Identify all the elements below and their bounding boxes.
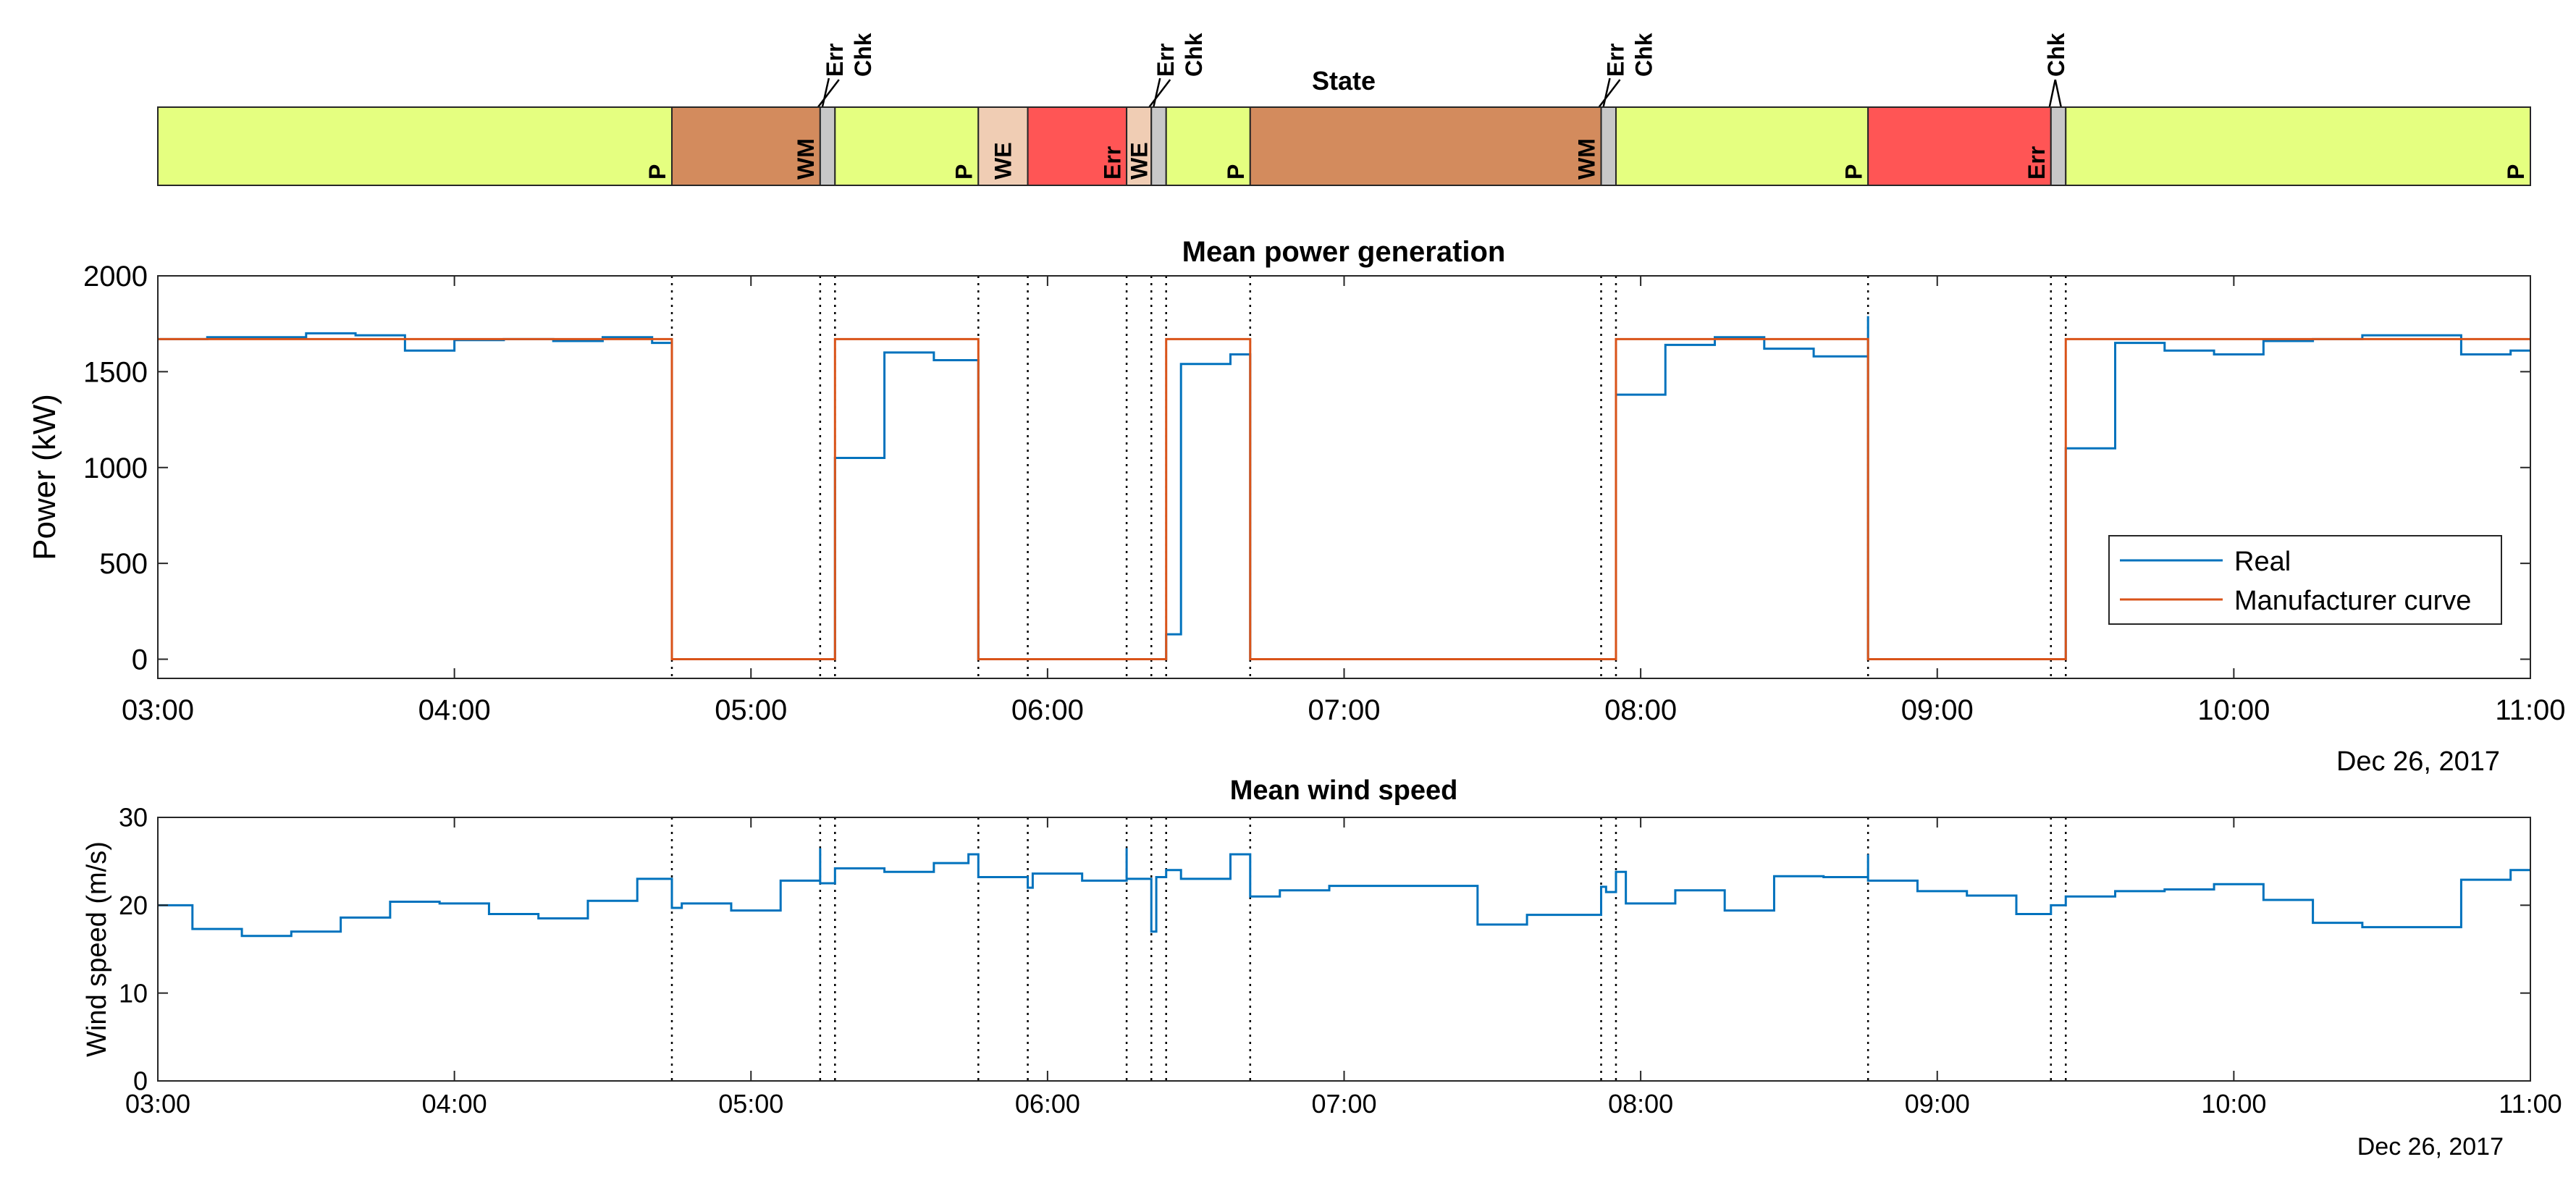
x-tick-label: 05:00 (718, 1089, 783, 1119)
state-label-p: P (644, 164, 670, 180)
x-tick-label: 03:00 (122, 694, 194, 726)
x-tick-label: 07:00 (1311, 1089, 1376, 1119)
state-segment-p (157, 106, 673, 186)
y-tick-label: 1500 (83, 356, 148, 388)
x-tick-label: 09:00 (1905, 1089, 1970, 1119)
marker-label-chk: Chk (1631, 33, 1657, 77)
x-tick-label: 08:00 (1604, 694, 1677, 726)
wind-axes-frame (157, 817, 2531, 1082)
x-tick-label: 07:00 (1308, 694, 1380, 726)
state-segment-chk (819, 106, 836, 186)
state-label-p: P (951, 164, 977, 180)
y-tick-label: 500 (99, 548, 148, 580)
marker-err-line (817, 79, 840, 108)
state-label-we: WE (1126, 142, 1152, 180)
power-date-label: Dec 26, 2017 (2336, 746, 2500, 777)
x-tick-label: 06:00 (1011, 694, 1084, 726)
marker-err-line (1598, 79, 1621, 108)
wind-date-label: Dec 26, 2017 (2357, 1133, 2504, 1161)
x-tick-label: 08:00 (1608, 1089, 1673, 1119)
power-yticks: 0 500 1000 1500 2000 (83, 261, 2530, 676)
x-tick-label: 11:00 (2495, 694, 2565, 726)
y-tick-label: 0 (133, 1066, 148, 1096)
legend-manufacturer-label: Manufacturer curve (2234, 586, 2471, 616)
state-segment-wm (671, 106, 821, 186)
x-tick-label: 10:00 (2197, 694, 2270, 726)
state-label-err: Err (2024, 146, 2050, 180)
power-ylabel: Power (kW) (27, 394, 62, 560)
state-markers: Err Chk Err Chk Err Chk Chk (817, 33, 2069, 108)
state-segments: P WM P WE Err WE P WM P Err P (157, 106, 2531, 186)
x-tick-label: 10:00 (2201, 1089, 2266, 1119)
marker-chk-line (821, 77, 830, 108)
marker-chk-line (2054, 79, 2062, 108)
marker-label-err: Err (1603, 43, 1629, 77)
series-real (158, 848, 2530, 938)
state-label-wm: WM (793, 138, 819, 180)
state-label-p: P (1223, 164, 1249, 180)
state-segment-p (834, 106, 980, 186)
wind-vlines (670, 817, 2067, 1081)
marker-label-chk: Chk (850, 33, 876, 77)
y-tick-label: 10 (119, 978, 148, 1008)
legend-real-label: Real (2234, 547, 2291, 577)
marker-err-line (1148, 79, 1171, 108)
series-manufacturer-curve (158, 337, 2530, 661)
state-label-wm: WM (1574, 138, 1600, 180)
power-title: Mean power generation (1182, 236, 1506, 268)
wind-yticks: 0 10 20 30 (119, 803, 2530, 1096)
state-segment-wm (1249, 106, 1602, 186)
y-tick-label: 2000 (83, 261, 148, 292)
marker-label-chk: Chk (2043, 33, 2069, 77)
y-tick-label: 1000 (83, 452, 148, 484)
marker-chk-line (2048, 79, 2056, 108)
y-tick-label: 30 (119, 803, 148, 833)
legend-box (2108, 535, 2502, 625)
x-tick-label: 04:00 (422, 1089, 487, 1119)
power-legend: Real Manufacturer curve (2108, 535, 2502, 625)
y-tick-label: 20 (119, 891, 148, 920)
power-vlines (670, 276, 2067, 678)
power-series (158, 316, 2530, 661)
state-label-err: Err (1099, 146, 1125, 180)
x-tick-label: 05:00 (715, 694, 787, 726)
x-tick-label: 03:00 (125, 1089, 190, 1119)
x-tick-label: 09:00 (1901, 694, 1974, 726)
x-tick-label: 06:00 (1015, 1089, 1080, 1119)
power-panel: Mean power generation 0 500 1000 1500 2000 0… (27, 236, 2566, 777)
state-segment-chk (2050, 106, 2067, 186)
marker-label-err: Err (822, 43, 848, 77)
wind-xticks: 03:00 04:00 05:00 06:00 07:00 08:00 09:00 10:00… (125, 817, 2562, 1119)
marker-chk-line (1153, 77, 1161, 108)
state-title: State (1312, 66, 1376, 96)
state-segment-p (1165, 106, 1251, 186)
marker-label-err: Err (1153, 43, 1179, 77)
state-segment-chk (1150, 106, 1167, 186)
x-tick-label: 11:00 (2499, 1089, 2562, 1119)
y-tick-label: 0 (132, 644, 148, 676)
wind-title: Mean wind speed (1230, 775, 1458, 806)
marker-chk-line (1602, 77, 1611, 108)
marker-label-chk: Chk (1181, 33, 1207, 77)
state-segment-p (2065, 106, 2531, 186)
state-axes-frame (157, 106, 2531, 186)
state-segment-p (1615, 106, 1869, 186)
state-timeline-panel: State P WM P WE Err WE P WM P Err P Err Chk Err Chk Er… (157, 33, 2531, 186)
power-xticks: 03:00 04:00 05:00 06:00 07:00 08:00 09:00 10:00… (122, 276, 2566, 726)
x-tick-label: 04:00 (418, 694, 491, 726)
wind-ylabel: Wind speed (m/s) (82, 841, 112, 1057)
wind-series (158, 848, 2530, 938)
state-label-we: WE (990, 142, 1016, 180)
state-segment-chk (1600, 106, 1617, 186)
state-label-p: P (2503, 164, 2529, 180)
state-label-p: P (1840, 164, 1866, 180)
